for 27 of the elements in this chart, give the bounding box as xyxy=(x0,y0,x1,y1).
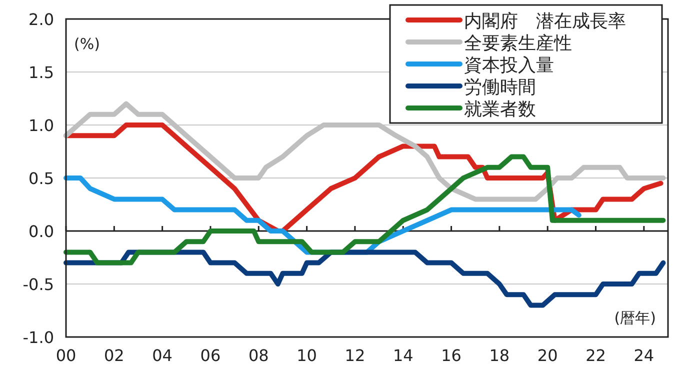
annotation: (%) xyxy=(74,35,100,53)
x-tick-label: 24 xyxy=(634,346,654,365)
y-tick-label: 2.0 xyxy=(28,10,54,29)
y-tick-label: 0.0 xyxy=(28,222,54,241)
y-tick-label: -1.0 xyxy=(22,328,54,347)
legend-label: 就業者数 xyxy=(464,99,536,120)
x-tick-label: 08 xyxy=(248,346,269,365)
x-tick-label: 18 xyxy=(489,346,510,365)
legend-label: 全要素生産性 xyxy=(464,33,572,54)
legend-label: 労働時間 xyxy=(464,77,536,98)
x-tick-label: 20 xyxy=(537,346,558,365)
x-tick-label: 10 xyxy=(296,346,317,365)
x-tick-label: 22 xyxy=(586,346,606,365)
x-tick-label: 14 xyxy=(392,346,414,365)
legend-label: 内閣府 潜在成長率 xyxy=(464,11,626,32)
x-tick-label: 02 xyxy=(104,346,124,365)
y-tick-label: 0.5 xyxy=(28,169,54,188)
x-tick-label: 00 xyxy=(56,346,76,365)
y-tick-label: -0.5 xyxy=(22,275,54,294)
legend-label: 資本投入量 xyxy=(464,55,554,76)
x-tick-label: 06 xyxy=(200,346,221,365)
x-tick-label: 16 xyxy=(441,346,462,365)
y-tick-label: 1.5 xyxy=(28,63,54,82)
y-tick-label: 1.0 xyxy=(28,116,54,135)
x-tick-label: 12 xyxy=(344,346,366,365)
annotation: (暦年) xyxy=(614,309,656,327)
x-tick-label: 04 xyxy=(152,346,172,365)
